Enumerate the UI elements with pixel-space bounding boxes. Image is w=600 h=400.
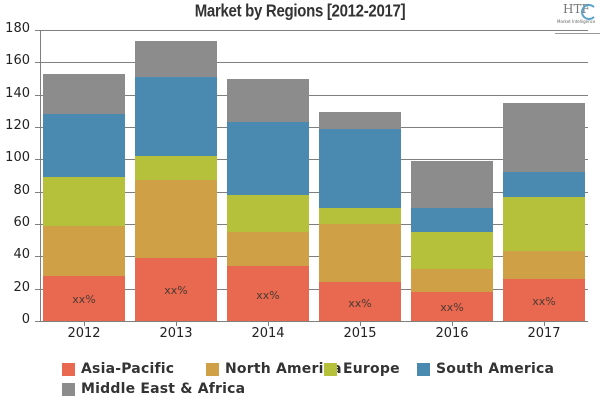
bar-segment-north-america[interactable] — [135, 180, 217, 258]
data-label: xx% — [348, 296, 372, 310]
gridline — [35, 95, 588, 96]
bar-segment-north-america[interactable] — [411, 269, 493, 292]
legend-swatch — [62, 362, 75, 376]
bar-segment-south-america[interactable] — [411, 207, 493, 233]
legend-item[interactable]: North America — [206, 360, 342, 378]
legend-label: South America — [436, 361, 555, 377]
x-tick-mark — [268, 321, 269, 326]
data-label: xx% — [256, 288, 280, 302]
bar-segment-asia-pacific[interactable] — [503, 278, 585, 321]
bar-segment-asia-pacific[interactable] — [135, 257, 217, 321]
y-tick-label: 120 — [5, 118, 30, 133]
x-tick-label: 2012 — [67, 326, 101, 341]
bar-segment-south-america[interactable] — [319, 128, 401, 208]
bar-segment-europe[interactable] — [319, 207, 401, 224]
y-tick-label: 20 — [13, 280, 30, 295]
plot-area: 0 20 40 60 80 100 120 140 160 180 xx% 2012 xx% 2013 xx… — [5, 21, 588, 341]
bar-segment-europe[interactable] — [503, 196, 585, 252]
y-tick-label: 180 — [5, 21, 30, 36]
legend-item[interactable]: Asia-Pacific — [62, 360, 174, 378]
logo-divider — [555, 33, 600, 34]
x-tick-mark — [84, 321, 85, 326]
gridline — [35, 192, 588, 193]
bar-segment-south-america[interactable] — [135, 76, 217, 157]
bar-segment-europe[interactable] — [43, 177, 125, 226]
bar-segment-middle-east-africa[interactable] — [43, 73, 125, 115]
legend-swatch — [417, 362, 430, 376]
gridline — [35, 289, 588, 290]
x-tick-label: 2014 — [251, 326, 285, 341]
bar-segment-middle-east-africa[interactable] — [319, 112, 401, 129]
bar-segment-south-america[interactable] — [503, 172, 585, 197]
gridline — [35, 30, 588, 31]
legend-label: Asia-Pacific — [81, 361, 175, 377]
bar-segment-europe[interactable] — [411, 232, 493, 270]
bar-segment-middle-east-africa[interactable] — [135, 41, 217, 77]
data-label: xx% — [440, 301, 464, 315]
x-tick-label: 2017 — [527, 326, 561, 341]
bar-segment-north-america[interactable] — [503, 251, 585, 279]
htf-logo-icon — [581, 4, 597, 20]
y-tick-label: 40 — [13, 247, 30, 262]
x-tick-label: 2013 — [159, 326, 193, 341]
legend-item[interactable]: Europe — [324, 360, 400, 378]
bar-segment-europe[interactable] — [135, 156, 217, 181]
bar-segment-south-america[interactable] — [227, 122, 309, 195]
legend-item[interactable]: South America — [417, 360, 554, 378]
htf-logo: HTF Market Intelligence — [557, 2, 599, 32]
bar-segment-middle-east-africa[interactable] — [503, 102, 585, 173]
y-tick-label: 80 — [13, 183, 30, 198]
x-tick-label: 2016 — [435, 326, 469, 341]
x-tick-mark — [360, 321, 361, 326]
bar-segment-asia-pacific[interactable] — [43, 275, 125, 321]
data-label: xx% — [164, 284, 188, 298]
chart-title: Market by Regions [2012-2017] — [194, 1, 406, 22]
x-axis-line — [35, 321, 588, 322]
gridline — [35, 62, 588, 63]
legend-label: Middle East & Africa — [81, 381, 246, 397]
legend-item[interactable]: Middle East & Africa — [62, 380, 245, 398]
y-tick-label: 160 — [5, 53, 30, 68]
x-tick-label: 2015 — [343, 326, 377, 341]
bar-segment-middle-east-africa[interactable] — [411, 160, 493, 208]
bar-segment-north-america[interactable] — [43, 225, 125, 276]
gridline — [35, 256, 588, 257]
legend-label: Europe — [343, 361, 400, 377]
bar-segment-asia-pacific[interactable] — [319, 282, 401, 321]
bar-segment-north-america[interactable] — [319, 224, 401, 283]
x-tick-mark — [176, 321, 177, 326]
y-tick-label: 100 — [5, 150, 30, 165]
y-tick-label: 0 — [21, 312, 30, 327]
bar-segment-south-america[interactable] — [43, 114, 125, 178]
bar-segment-north-america[interactable] — [227, 232, 309, 267]
bar-segment-asia-pacific[interactable] — [411, 291, 493, 321]
gridline — [35, 224, 588, 225]
bar-segment-europe[interactable] — [227, 194, 309, 233]
x-tick-mark — [544, 321, 545, 326]
legend-swatch — [62, 382, 75, 396]
y-tick-label: 60 — [13, 215, 30, 230]
data-label: xx% — [532, 294, 556, 308]
x-tick-mark — [452, 321, 453, 326]
legend-swatch — [206, 362, 219, 376]
y-tick-label: 140 — [5, 86, 30, 101]
gridline — [35, 159, 588, 160]
legend-label: North America — [225, 361, 342, 377]
legend-swatch — [324, 362, 337, 376]
gridline — [35, 127, 588, 128]
bar-segment-asia-pacific[interactable] — [227, 266, 309, 321]
y-axis-line — [40, 30, 41, 321]
logo-subtext: Market Intelligence — [557, 19, 596, 24]
bar-segment-middle-east-africa[interactable] — [227, 78, 309, 123]
data-label: xx% — [72, 293, 96, 307]
